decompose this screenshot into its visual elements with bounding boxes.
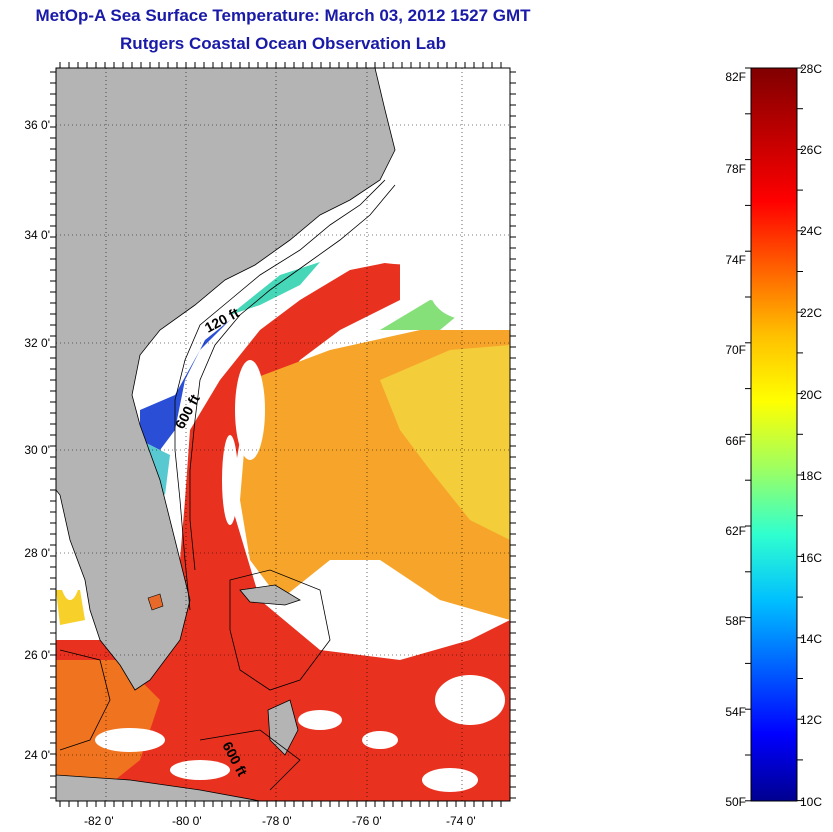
cb-c-22: 22C xyxy=(800,306,823,320)
lake-okeechobee xyxy=(147,593,164,611)
cb-f-74: 74F xyxy=(725,253,746,267)
cb-f-70: 70F xyxy=(725,343,746,357)
cb-c-14: 14C xyxy=(800,632,823,646)
cb-f-50: 50F xyxy=(725,795,746,809)
cb-c-20: 20C xyxy=(800,388,823,402)
lat-label-24: 24 0' xyxy=(24,748,50,762)
sst-cyan-shelf xyxy=(230,262,320,315)
cb-c-16: 16C xyxy=(800,551,823,565)
cb-c-28: 28C xyxy=(800,62,823,76)
depth-contours xyxy=(59,179,396,791)
lon-label-76: -76 0' xyxy=(352,814,382,828)
sst-warm-region xyxy=(56,260,510,801)
cb-c-24: 24C xyxy=(800,224,823,238)
colorbar xyxy=(750,67,798,802)
cb-c-26: 26C xyxy=(800,143,823,157)
cb-f-62: 62F xyxy=(725,524,746,538)
sst-yellow-region xyxy=(380,345,510,540)
lon-label-78: -78 0' xyxy=(262,814,292,828)
cb-f-66: 66F xyxy=(725,434,746,448)
lat-label-34: 34 0' xyxy=(24,228,50,242)
lon-label-80: -80 0' xyxy=(172,814,202,828)
lat-label-28: 28 0' xyxy=(24,546,50,560)
cb-f-78: 78F xyxy=(725,162,746,176)
cb-c-10: 10C xyxy=(800,795,823,809)
sst-orange-region xyxy=(56,660,160,801)
cb-c-12: 12C xyxy=(800,713,823,727)
lat-label-32: 32 0' xyxy=(24,336,50,350)
colorbar-ticks xyxy=(745,67,803,802)
lat-label-26: 26 0' xyxy=(24,648,50,662)
land-bahamas-north xyxy=(239,584,301,606)
sst-cool-shelf xyxy=(140,320,230,450)
title-line-1: MetOp-A Sea Surface Temperature: March 0… xyxy=(35,6,531,25)
axis-ticks xyxy=(50,62,516,807)
cb-f-82: 82F xyxy=(725,70,746,84)
land-cuba xyxy=(56,774,261,801)
cb-f-58: 58F xyxy=(725,614,746,628)
land-southeast-us xyxy=(56,68,396,691)
lat-label-30: 30 0' xyxy=(24,443,50,457)
lon-label-82: -82 0' xyxy=(84,814,114,828)
cb-f-54: 54F xyxy=(725,705,746,719)
title-line-2: Rutgers Coastal Ocean Observation Lab xyxy=(120,34,446,53)
lat-label-36: 36 0' xyxy=(24,118,50,132)
sst-gulf-yellow xyxy=(56,590,85,625)
cb-c-18: 18C xyxy=(800,469,823,483)
lon-label-74: -74 0' xyxy=(446,814,476,828)
